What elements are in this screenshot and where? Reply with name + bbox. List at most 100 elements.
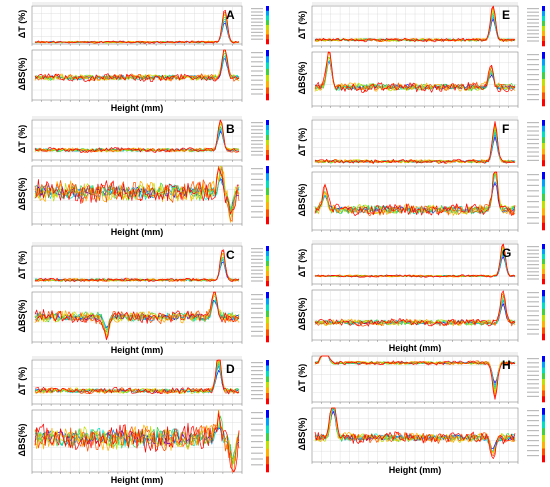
panel-f-transmission-scale-label-mark xyxy=(527,155,539,157)
panel-h: H ΔT (%) ΔBS(%) Height (mm) xyxy=(284,352,548,484)
panel-a-backscattering-series-line xyxy=(34,49,239,83)
panel-b-backscattering-scale-label-mark xyxy=(251,168,263,170)
panel-f-backscattering-scale-label-mark xyxy=(527,195,539,197)
panel-b-transmission-scale-label-mark xyxy=(251,132,263,134)
panel-a-backscattering-colour-scale-segment xyxy=(266,87,269,95)
panel-d-transmission-scale-label-mark xyxy=(251,378,263,380)
panel-f-backscattering-scale-label-mark xyxy=(527,217,539,219)
panel-d-backscattering-series-line xyxy=(34,409,240,470)
panel-a-transmission-colour-scale-segment xyxy=(266,6,269,12)
panel-g-backscattering-series-line xyxy=(314,290,516,327)
panel-c-backscattering-scale-label-mark xyxy=(251,294,263,296)
panel-e-transmission-scale-label-mark xyxy=(527,33,539,35)
panel-f-backscattering-colour-scale-segment xyxy=(542,201,545,209)
panel-a-backscattering-scale-label-mark xyxy=(251,61,263,63)
panel-g-backscattering-series-line xyxy=(314,292,516,327)
panel-c-transmission-colour-scale-segment xyxy=(266,271,269,277)
panel-d-backscattering-colour-scale-segment xyxy=(266,448,269,457)
panel-e-backscattering-series-line xyxy=(314,51,516,92)
panel-e-transmission-colour-scale-segment xyxy=(542,21,545,27)
panel-g-transmission-series-line xyxy=(314,243,516,278)
panel-h-transmission-scale-label-mark xyxy=(527,391,539,393)
panel-h-transmission-series-line xyxy=(314,355,516,395)
panel-h-backscattering-scale-label-mark xyxy=(527,415,539,417)
panel-e-backscattering-colour-scale-segment xyxy=(542,65,545,73)
panel-header-band xyxy=(312,2,518,5)
y-axis-title-backscattering: ΔBS(%) xyxy=(17,299,27,333)
panel-a-backscattering-scale-label-mark xyxy=(251,65,263,67)
panel-a-backscattering-colour-scale-segment xyxy=(266,75,269,82)
panel-b-backscattering-colour-scale-segment xyxy=(266,187,269,196)
panel-d-backscattering-scale-label-mark xyxy=(251,446,263,448)
panel-a-transmission-colour-scale-segment xyxy=(266,29,269,35)
y-axis-title-backscattering: ΔBS(%) xyxy=(17,57,27,91)
panel-e-transmission-colour-scale-segment xyxy=(542,41,545,47)
x-axis-title: Height (mm) xyxy=(110,227,164,237)
panel-f-transmission-scale-label-mark xyxy=(527,134,539,136)
panel-b-transmission-scale-label-mark xyxy=(251,154,263,156)
panel-a-backscattering-series-line xyxy=(34,49,240,82)
panel-e-transmission-colour-scale-segment xyxy=(542,16,545,22)
panel-f-backscattering-colour-scale-segment xyxy=(542,186,545,195)
panel-a-backscattering-scale-label-mark xyxy=(251,88,263,90)
panel-a-transmission-colour-scale-segment xyxy=(266,34,269,40)
panel-g-backscattering-scale-label-mark xyxy=(527,301,539,303)
panel-f-backscattering-scale-label-mark xyxy=(527,201,539,203)
panel-b-backscattering-colour-scale-segment xyxy=(266,209,269,218)
panel-h-backscattering-scale-label-mark xyxy=(527,450,539,452)
panel-c-backscattering-colour-scale-segment xyxy=(266,292,269,299)
panel-h-backscattering-scale-label-mark xyxy=(527,455,539,457)
panel-g-transmission-scale-label-mark xyxy=(527,267,539,269)
panel-e-backscattering-scale-label-mark xyxy=(527,54,539,56)
panel-d-backscattering-scale-label-mark xyxy=(251,458,263,460)
panel-b-transmission-scale-label-mark xyxy=(251,136,263,138)
panel-c-backscattering-scale-label-mark xyxy=(251,312,263,314)
panel-c-transmission-colour-scale-segment xyxy=(266,251,269,257)
panel-c-backscattering-series-line xyxy=(34,291,240,340)
panel-h-transmission-scale-label-mark xyxy=(527,358,539,360)
panel-h-transmission-colour-scale-segment xyxy=(542,396,545,403)
panel-d-backscattering-colour-scale-segment xyxy=(266,425,269,434)
panel-g-backscattering-series-line xyxy=(314,294,516,327)
panel-f-backscattering-scale-label-mark xyxy=(527,206,539,208)
panel-letter: G xyxy=(502,246,512,260)
panel-d-backscattering-scale-label-mark xyxy=(251,464,263,466)
panel-b-transmission-colour-scale-segment xyxy=(266,130,269,136)
panel-f-transmission-colour-scale-segment xyxy=(542,131,545,138)
panel-g-backscattering-scale-label-mark xyxy=(527,296,539,298)
panel-b-backscattering-colour-scale-segment xyxy=(266,202,269,210)
panel-e-backscattering-scale-label-mark xyxy=(527,59,539,61)
panel-a-backscattering-scale-label-mark xyxy=(251,75,263,77)
panel-g-transmission-colour-scale-segment xyxy=(542,249,545,255)
panel-b-transmission-colour-scale-segment xyxy=(266,140,269,146)
panel-h-plot xyxy=(311,352,545,464)
panel-d-backscattering-scale-label-mark xyxy=(251,423,263,425)
y-axis-title-backscattering: ΔBS(%) xyxy=(297,183,307,217)
panel-e-backscattering-colour-scale-segment xyxy=(542,79,545,87)
panel-e-transmission-scale-label-mark xyxy=(527,8,539,10)
panel-a-transmission-scale-label-mark xyxy=(251,35,263,37)
panel-b-transmission-scale-label-mark xyxy=(251,150,263,152)
panel-g-transmission-colour-scale-segment xyxy=(542,264,545,270)
panel-h-transmission-colour-scale-segment xyxy=(542,390,545,397)
panel-b-plot xyxy=(31,116,269,226)
panel-e-backscattering-scale-label-mark xyxy=(527,69,539,71)
panel-f-backscattering-scale-label-mark xyxy=(527,179,539,181)
panel-h-transmission-scale-label-mark xyxy=(527,362,539,364)
panel-d-transmission-series-line xyxy=(34,359,240,395)
panel-b-backscattering-colour-scale-segment xyxy=(266,195,269,203)
panel-d-transmission-scale-label-mark xyxy=(251,386,263,388)
y-axis-title-transmission: ΔT (%) xyxy=(17,366,27,396)
panel-c-backscattering-series-line xyxy=(34,291,240,341)
x-axis-title: Height (mm) xyxy=(110,103,164,113)
panel-f-transmission-scale-label-mark xyxy=(527,130,539,132)
panel-c-transmission-scale-label-mark xyxy=(251,255,263,257)
panel-e-transmission-scale-label-mark xyxy=(527,26,539,28)
panel-b-backscattering-scale-label-mark xyxy=(251,189,263,191)
panel-a-transmission-colour-scale-segment xyxy=(266,20,269,26)
panel-c-transmission-scale-label-mark xyxy=(251,258,263,260)
y-axis-title-transmission: ΔT (%) xyxy=(17,250,27,280)
panel-g-backscattering-colour-scale-segment xyxy=(542,290,545,297)
panel-d-transmission-scale-label-mark xyxy=(251,394,263,396)
panel-e-backscattering-scale-label-mark xyxy=(527,64,539,66)
